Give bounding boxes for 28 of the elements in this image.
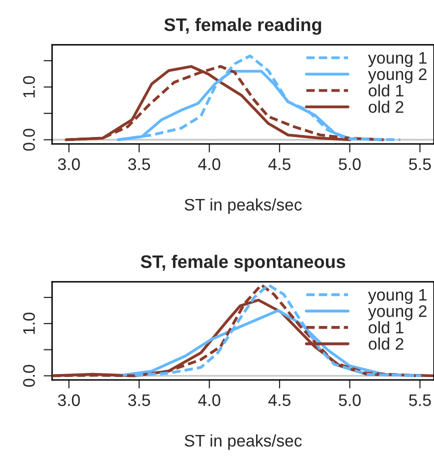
x-tick-label: 4.0 <box>198 158 220 170</box>
legend-label: young 2 <box>368 305 426 320</box>
chart-title: ST, female reading <box>164 18 322 35</box>
x-tick-label: 5.0 <box>338 158 361 170</box>
legend-label: young 2 <box>368 68 426 84</box>
legend-label: young 1 <box>368 289 427 304</box>
x-tick-label: 5.5 <box>409 158 431 170</box>
x-tick-label: 4.5 <box>268 158 290 170</box>
y-tick-label: 1.0 <box>23 76 35 98</box>
x-axis-title: ST in peaks/sec <box>184 198 302 214</box>
chart-title: ST, female spontaneous <box>140 254 346 272</box>
y-tick-label: 0.0 <box>23 128 35 151</box>
x-tick-label: 3.5 <box>128 158 150 170</box>
x-axis-title: ST in peaks/sec <box>184 434 302 450</box>
legend-label: young 1 <box>368 52 427 68</box>
legend-label: old 1 <box>368 84 404 96</box>
legend-label: old 1 <box>368 321 404 334</box>
x-tick-label: 4.0 <box>198 394 220 406</box>
x-tick-label: 3.0 <box>58 158 80 170</box>
y-tick-label: 1.0 <box>23 312 35 334</box>
x-tick-label: 5.0 <box>338 394 361 406</box>
legend-label: old 2 <box>368 100 404 113</box>
legend-label: old 2 <box>368 338 404 350</box>
x-tick-label: 3.0 <box>58 394 80 406</box>
y-tick-label: 0.0 <box>23 364 35 387</box>
x-tick-label: 3.5 <box>128 394 150 406</box>
x-tick-label: 4.5 <box>268 394 290 406</box>
x-tick-label: 5.5 <box>409 394 431 406</box>
